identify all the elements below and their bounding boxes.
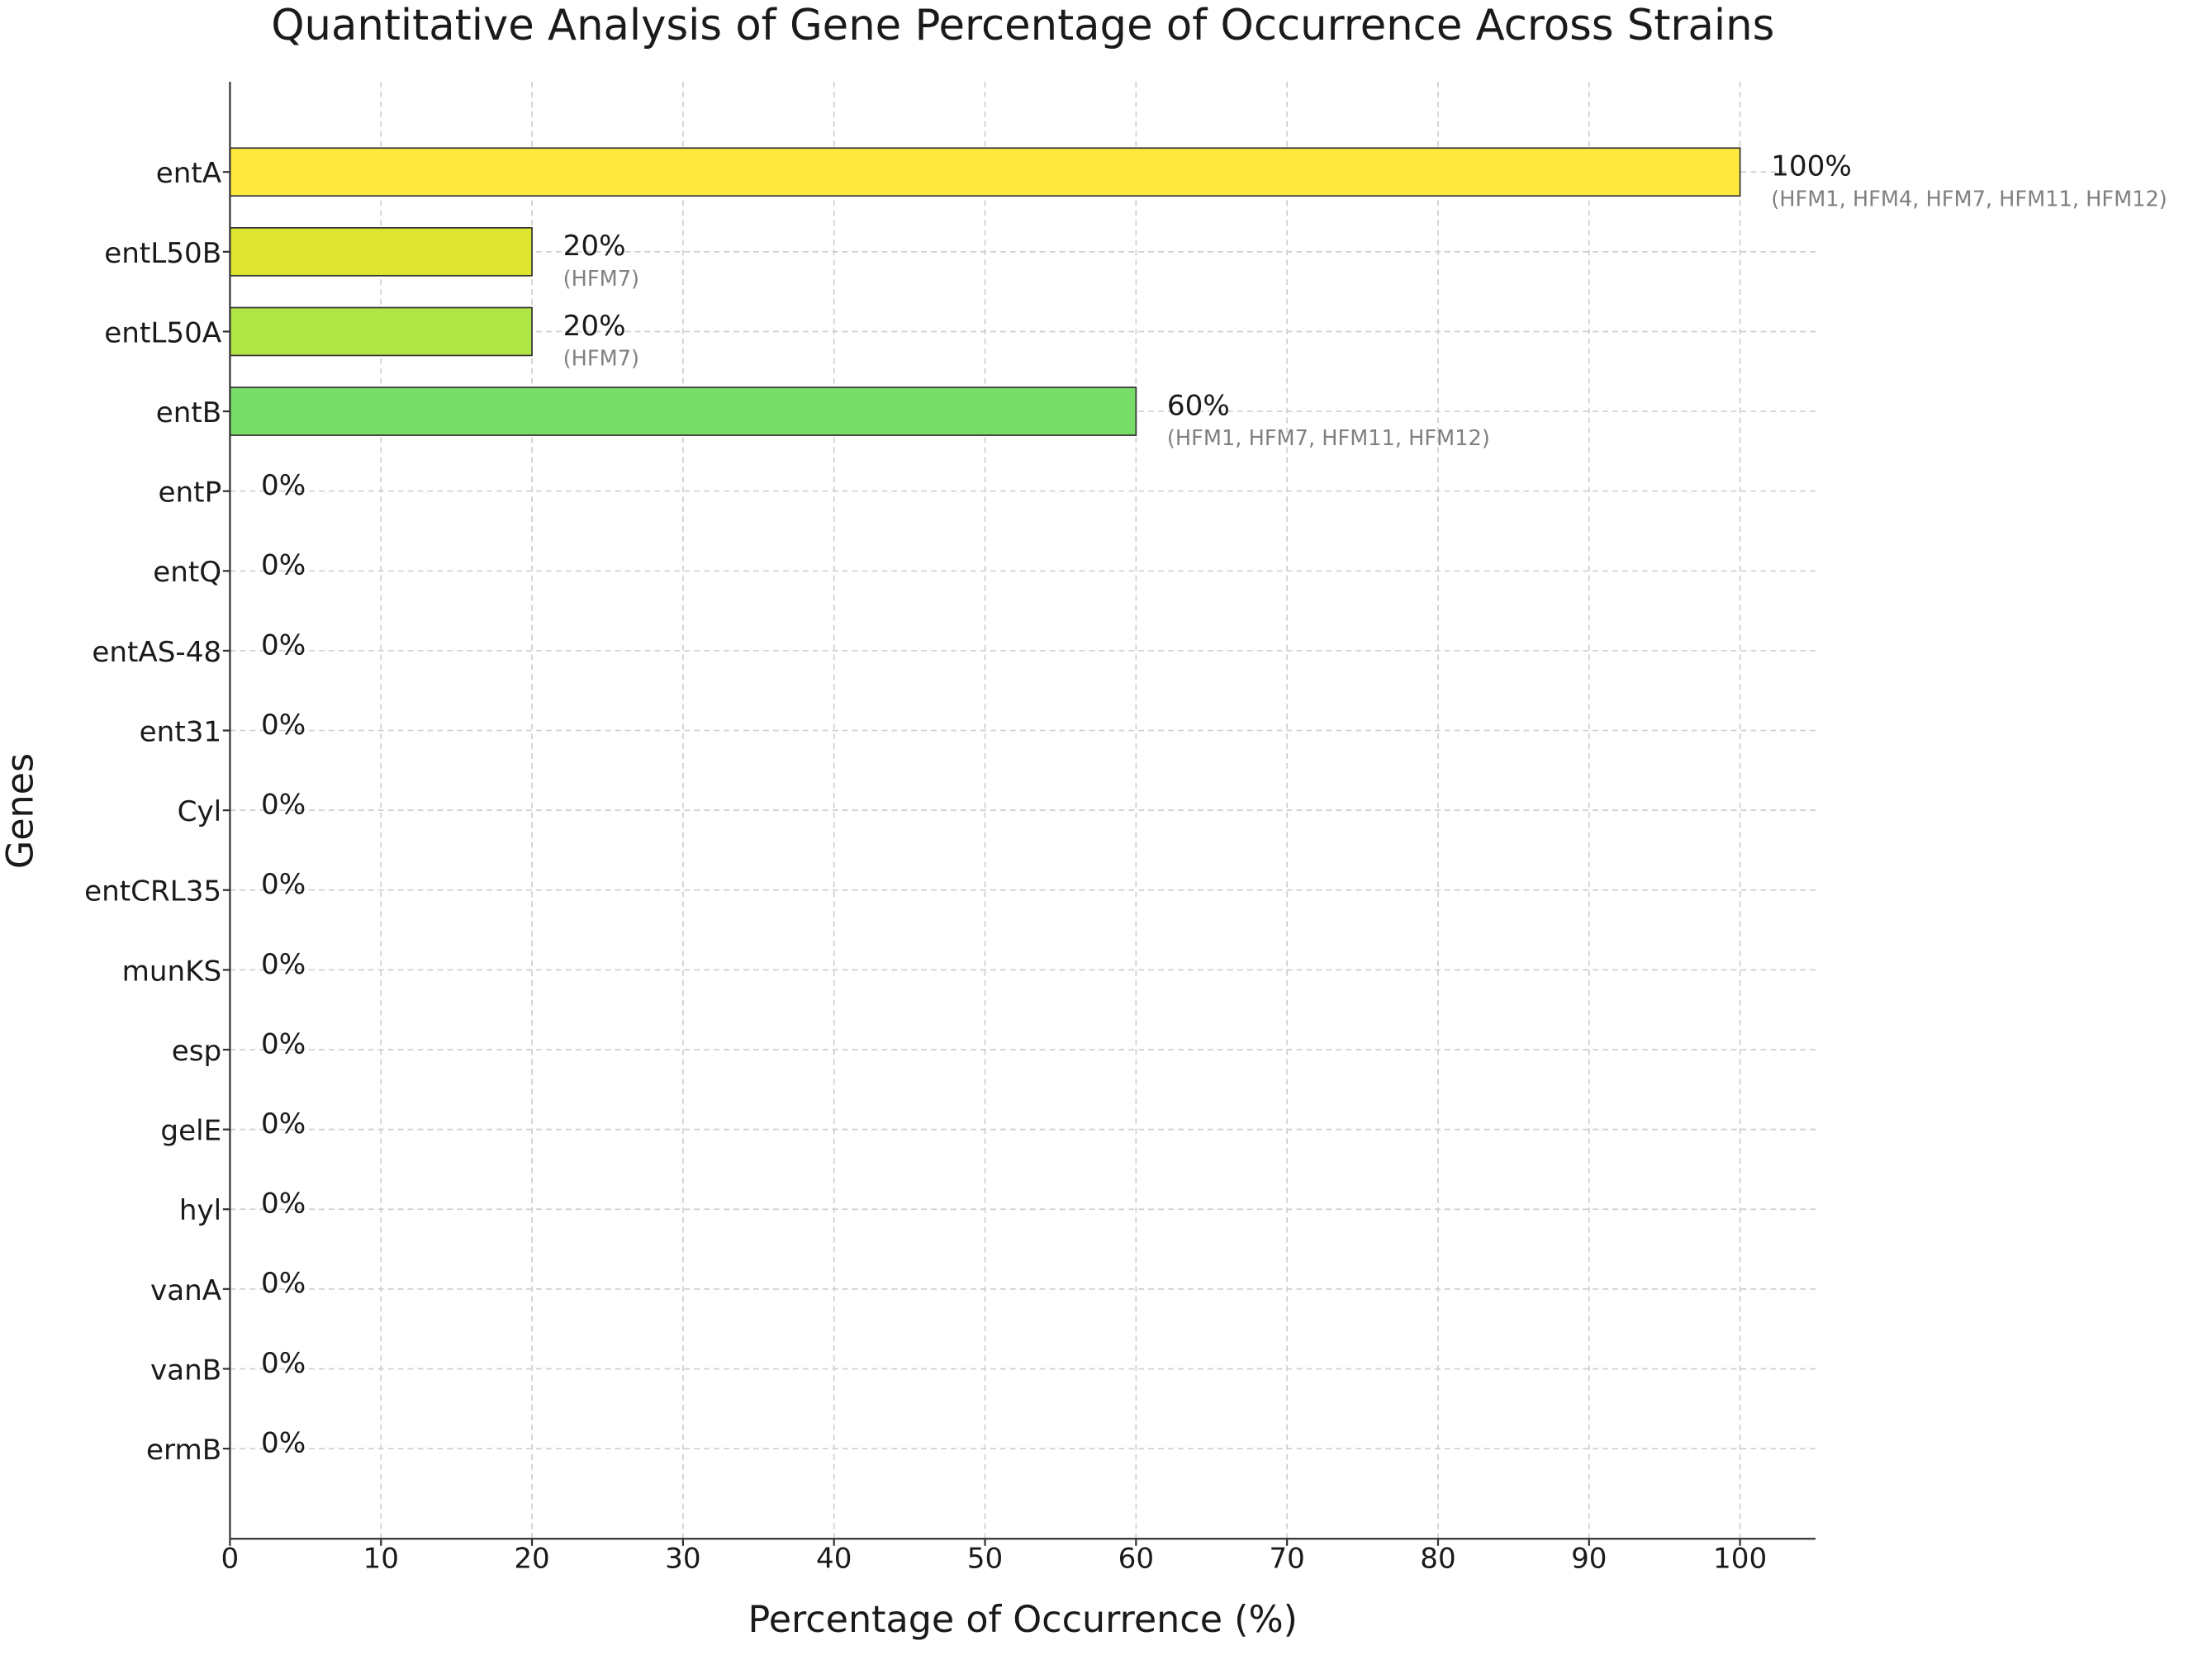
x-tick-label: 40	[816, 1542, 852, 1575]
x-tick-label: 70	[1269, 1542, 1304, 1575]
value-label: 0%	[261, 1426, 306, 1459]
y-tick-label: ermB	[146, 1434, 221, 1467]
value-label: 100%	[1771, 150, 1852, 183]
y-tick-label: hyl	[179, 1194, 221, 1227]
y-tick-label: Cyl	[178, 795, 222, 828]
y-tick-label: entL50A	[104, 316, 221, 349]
value-label: 20%	[563, 230, 626, 263]
value-label: 0%	[261, 1267, 306, 1300]
y-tick-label: munKS	[122, 955, 222, 988]
value-label: 0%	[261, 1188, 306, 1221]
bar	[229, 306, 533, 357]
strain-annotation: (HFM1, HFM7, HFM11, HFM12)	[1167, 426, 1490, 451]
value-label: 0%	[261, 789, 306, 822]
value-label: 0%	[261, 948, 306, 981]
value-label: 0%	[261, 1027, 306, 1060]
strain-annotation: (HFM7)	[563, 267, 639, 292]
value-label: 60%	[1167, 389, 1230, 422]
y-axis-label: Genes	[0, 753, 41, 869]
bar	[229, 227, 533, 277]
y-tick-label: ent31	[140, 715, 221, 748]
y-tick-label: entCRL35	[84, 875, 221, 908]
x-tick-label: 80	[1420, 1542, 1455, 1575]
y-tick-label: entAS-48	[92, 636, 221, 669]
bar	[229, 147, 1741, 197]
value-label: 0%	[261, 628, 306, 662]
x-tick-label: 30	[665, 1542, 700, 1575]
x-tick-label: 90	[1571, 1542, 1607, 1575]
y-tick-label: vanB	[150, 1354, 221, 1387]
bar	[229, 386, 1137, 436]
value-label: 0%	[261, 709, 306, 742]
value-label: 0%	[261, 868, 306, 901]
y-tick-label: entA	[156, 157, 222, 190]
value-label: 0%	[261, 1107, 306, 1140]
y-tick-label: entQ	[153, 556, 221, 589]
x-tick-label: 0	[221, 1542, 240, 1575]
y-tick-label: vanA	[150, 1274, 222, 1307]
value-label: 0%	[261, 469, 306, 502]
value-label: 0%	[261, 549, 306, 582]
value-label: 0%	[261, 1347, 306, 1380]
x-axis-label: Percentage of Occurrence (%)	[748, 1599, 1298, 1641]
value-label: 20%	[563, 310, 626, 343]
strain-annotation: (HFM7)	[563, 347, 639, 372]
y-tick-label: gelE	[160, 1115, 221, 1148]
x-tick-label: 50	[967, 1542, 1003, 1575]
strain-annotation: (HFM1, HFM4, HFM7, HFM11, HFM12)	[1771, 187, 2167, 211]
chart-title: Quantitative Analysis of Gene Percentage…	[271, 1, 1774, 50]
x-tick-label: 10	[363, 1542, 399, 1575]
x-tick-label: 60	[1118, 1542, 1154, 1575]
y-tick-label: entL50B	[104, 237, 221, 270]
y-tick-label: entB	[156, 396, 221, 429]
y-tick-label: esp	[172, 1035, 221, 1068]
y-tick-label: entP	[159, 477, 222, 510]
x-tick-label: 20	[514, 1542, 549, 1575]
x-tick-label: 100	[1713, 1542, 1767, 1575]
